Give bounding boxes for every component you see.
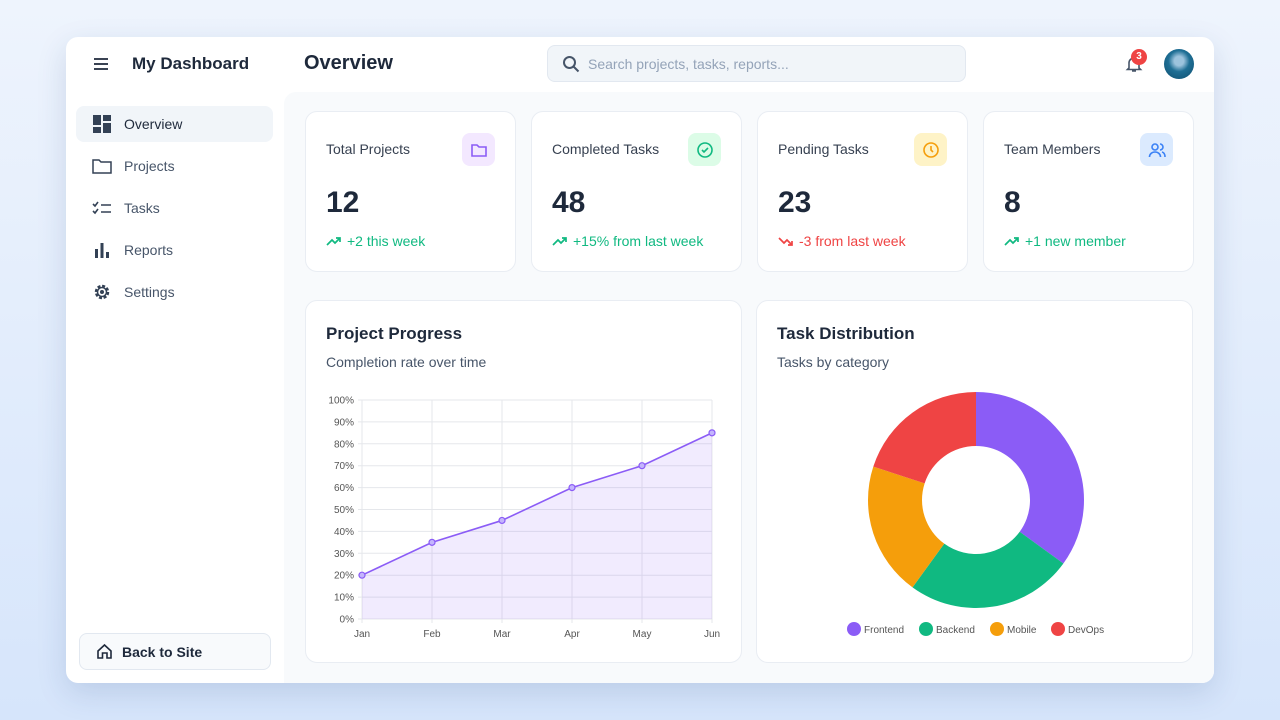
stat-value: 23 (778, 186, 812, 219)
sidebar-item-label: Overview (124, 116, 183, 132)
stat-value: 8 (1004, 186, 1021, 219)
chart-subtitle: Completion rate over time (326, 354, 487, 370)
legend-label[interactable]: Backend (936, 625, 975, 636)
check-circle-icon (688, 133, 721, 166)
data-point[interactable] (638, 462, 646, 470)
data-point[interactable] (428, 538, 436, 546)
y-tick-label: 100% (328, 396, 354, 407)
gear-icon (94, 284, 110, 300)
clock-icon (914, 133, 947, 166)
stat-label: Team Members (1004, 141, 1101, 157)
stat-value: 48 (552, 186, 586, 219)
brand-title: My Dashboard (132, 54, 250, 73)
y-tick-label: 50% (334, 505, 354, 516)
search-bar[interactable] (547, 45, 966, 82)
checklist-icon (92, 201, 111, 215)
trend-up-icon (1004, 236, 1019, 246)
donut-slice-frontend[interactable] (976, 392, 1084, 564)
back-label: Back to Site (122, 643, 203, 660)
y-tick-label: 30% (334, 549, 354, 560)
page-title: Overview (304, 52, 393, 74)
series-line (361, 432, 713, 576)
users-icon (1140, 133, 1173, 166)
notification-badge: 3 (1131, 49, 1147, 65)
avatar[interactable] (1164, 49, 1194, 79)
dashboard-icon (93, 115, 111, 133)
stat-label: Total Projects (326, 141, 411, 157)
x-tick-label: Feb (423, 629, 441, 640)
data-point[interactable] (498, 516, 506, 525)
area-fill (362, 432, 712, 619)
folder-icon (92, 159, 112, 174)
y-tick-label: 80% (334, 439, 354, 450)
stat-card: Total Projects 12 +2 this week (305, 111, 516, 272)
stat-card: Team Members 8 +1 new member (983, 111, 1194, 272)
sidebar-item-label: Tasks (124, 200, 160, 216)
legend-swatch (919, 622, 933, 636)
x-tick-label: Jun (704, 629, 720, 640)
sidebar-item-settings[interactable]: Settings (76, 274, 273, 310)
sidebar: Overview Projects Tasks Reports Settings… (66, 92, 284, 683)
menu-icon[interactable] (92, 55, 110, 73)
y-tick-label: 90% (334, 417, 354, 428)
x-tick-label: Mar (493, 629, 511, 640)
header: My Dashboard Overview 3 (66, 37, 1214, 92)
search-icon (563, 56, 580, 73)
folder-icon (462, 133, 495, 166)
chart-title: Task Distribution (777, 324, 915, 343)
legend-label[interactable]: DevOps (1068, 625, 1104, 636)
chart-subtitle: Tasks by category (777, 354, 890, 370)
donut-slice-mobile[interactable] (868, 466, 945, 588)
bar-chart-icon (95, 243, 109, 258)
legend-label[interactable]: Frontend (864, 625, 904, 636)
stat-card: Completed Tasks 48 +15% from last week (531, 111, 742, 272)
stat-change: +1 new member (1025, 233, 1126, 249)
sidebar-item-reports[interactable]: Reports (76, 232, 273, 268)
task-distribution-card: Task Distribution Tasks by category Fron… (756, 300, 1193, 663)
y-tick-label: 40% (334, 527, 354, 538)
dashboard-window: My Dashboard Overview 3 Overview Project… (66, 37, 1214, 683)
y-tick-label: 70% (334, 461, 354, 472)
data-point[interactable] (708, 429, 716, 437)
stat-label: Completed Tasks (552, 141, 660, 157)
legend-label[interactable]: Mobile (1007, 625, 1037, 636)
x-tick-label: Apr (564, 629, 580, 640)
legend-swatch (990, 622, 1004, 636)
stat-label: Pending Tasks (778, 141, 869, 157)
x-tick-label: May (633, 629, 652, 640)
data-point[interactable] (358, 571, 366, 579)
back-to-site-button[interactable]: Back to Site (79, 633, 271, 670)
project-progress-card: Project Progress Completion rate over ti… (305, 300, 742, 663)
legend-swatch (1051, 622, 1065, 636)
stat-change: +2 this week (347, 233, 426, 249)
y-tick-label: 10% (334, 593, 354, 604)
y-tick-label: 60% (334, 483, 354, 494)
data-point[interactable] (568, 484, 576, 492)
stat-change: +15% from last week (573, 233, 704, 249)
stat-card: Pending Tasks 23 -3 from last week (757, 111, 968, 272)
trend-up-icon (552, 236, 567, 246)
sidebar-item-label: Settings (124, 284, 175, 300)
donut-chart: Frontend Backend Mobile DevOps (847, 392, 1104, 636)
sidebar-item-label: Projects (124, 158, 175, 174)
y-tick-label: 20% (334, 571, 354, 582)
trend-down-icon (778, 236, 793, 246)
sidebar-item-overview[interactable]: Overview (76, 106, 273, 142)
main-content: Total Projects 12 +2 this week Completed … (284, 92, 1214, 683)
search-input[interactable] (588, 46, 948, 81)
stat-value: 12 (326, 186, 360, 219)
trend-up-icon (326, 236, 341, 246)
stat-change: -3 from last week (799, 233, 906, 249)
home-icon (97, 643, 112, 659)
chart-title: Project Progress (326, 324, 463, 343)
y-tick-label: 0% (340, 615, 355, 626)
line-chart: 0% 10% 20% 30% 40% 50% 60% 70% 80% 90% 100% Jan Feb M… (328, 396, 720, 641)
donut-slice-backend[interactable] (912, 531, 1064, 608)
sidebar-item-tasks[interactable]: Tasks (76, 190, 273, 226)
x-tick-label: Jan (354, 629, 370, 640)
donut-slice-devops[interactable] (873, 392, 976, 484)
sidebar-item-projects[interactable]: Projects (76, 148, 273, 184)
sidebar-item-label: Reports (124, 242, 174, 258)
legend-swatch (847, 622, 861, 636)
